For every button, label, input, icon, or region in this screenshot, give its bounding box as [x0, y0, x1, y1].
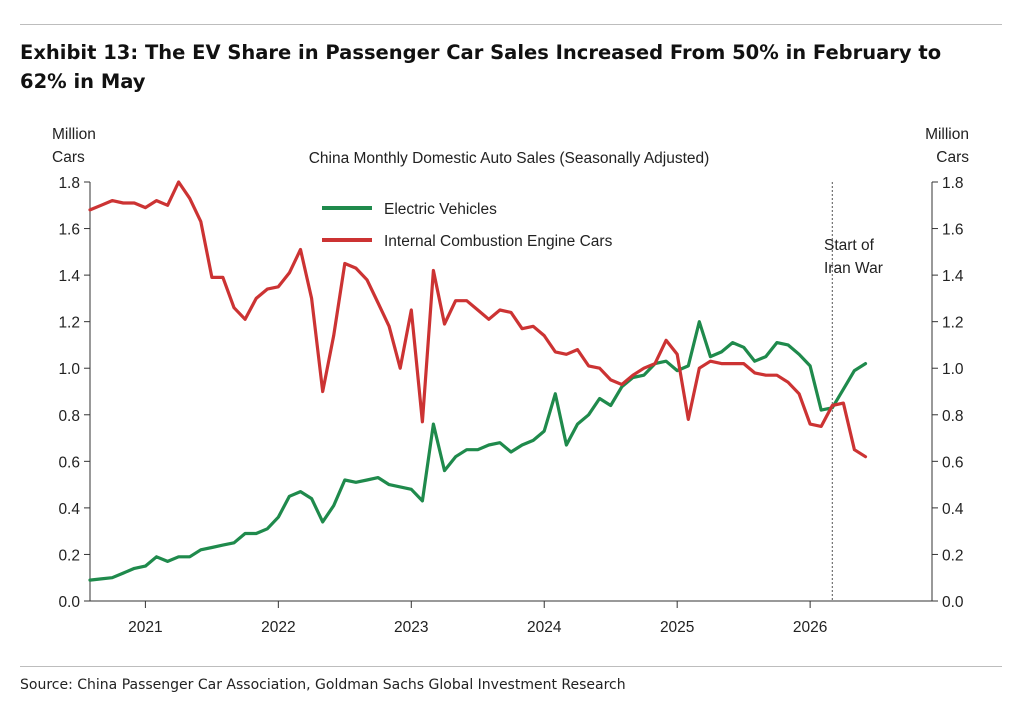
y-axis-left-label-line1: Million: [52, 126, 96, 143]
x-tick-label: 2026: [793, 619, 827, 636]
x-tick-label: 2024: [527, 619, 562, 636]
series-line-ice: [88, 180, 868, 459]
y-tick-label-right: 1.2: [942, 315, 964, 332]
y-axis-right-label-line1: Million: [925, 126, 969, 143]
y-tick-label-right: 1.4: [942, 268, 964, 285]
y-tick-label-left: 1.0: [58, 361, 80, 378]
bottom-rule: [20, 666, 1002, 667]
y-tick-label-right: 0.4: [942, 501, 964, 518]
legend: Electric Vehicles Internal Combustion En…: [322, 201, 613, 250]
y-tick-label-left: 0.0: [58, 594, 80, 611]
iran-war-label-line1: Start of: [824, 237, 875, 254]
series-lines: [88, 180, 868, 582]
chart: Million Cars Million Cars China Monthly …: [52, 126, 969, 636]
x-tick-label: 2025: [660, 619, 694, 636]
x-ticks: 2021 2022 2023 2024 2025 2026: [128, 601, 827, 636]
x-tick-label: 2021: [128, 619, 162, 636]
y-tick-label-left: 0.8: [58, 408, 80, 425]
source-note: Source: China Passenger Car Association,…: [20, 677, 626, 693]
y-tick-label-right: 0.8: [942, 408, 964, 425]
y-tick-label-right: 1.0: [942, 361, 964, 378]
x-tick-label: 2022: [261, 619, 295, 636]
y-tick-label-right: 1.8: [942, 175, 964, 192]
y-tick-label-left: 0.4: [58, 501, 80, 518]
series-line-ev: [88, 320, 868, 582]
y-tick-label-left: 1.6: [58, 222, 80, 239]
legend-label-ev: Electric Vehicles: [384, 201, 497, 218]
chart-title: China Monthly Domestic Auto Sales (Seaso…: [309, 150, 710, 167]
y-tick-label-left: 0.2: [58, 547, 80, 564]
y-tick-label-left: 0.6: [58, 454, 80, 471]
y-axis-left-label-line2: Cars: [52, 149, 85, 166]
y-ticks: 0.0 0.0 0.2 0.2 0.4 0.4 0.6 0.6 0.8 0.8 1.0 1.0 1.2 1…: [58, 175, 963, 611]
top-rule: [20, 24, 1002, 25]
x-tick-label: 2023: [394, 619, 428, 636]
y-tick-label-right: 0.0: [942, 594, 964, 611]
iran-war-label-line2: Iran War: [824, 260, 883, 277]
legend-label-ice: Internal Combustion Engine Cars: [384, 233, 613, 250]
y-tick-label-left: 1.8: [58, 175, 80, 192]
y-tick-label-left: 1.4: [58, 268, 80, 285]
y-tick-label-left: 1.2: [58, 315, 80, 332]
y-tick-label-right: 1.6: [942, 222, 964, 239]
exhibit-title: Exhibit 13: The EV Share in Passenger Ca…: [20, 41, 942, 93]
y-axis-right-label-line2: Cars: [936, 149, 969, 166]
y-tick-label-right: 0.6: [942, 454, 964, 471]
y-tick-label-right: 0.2: [942, 547, 964, 564]
